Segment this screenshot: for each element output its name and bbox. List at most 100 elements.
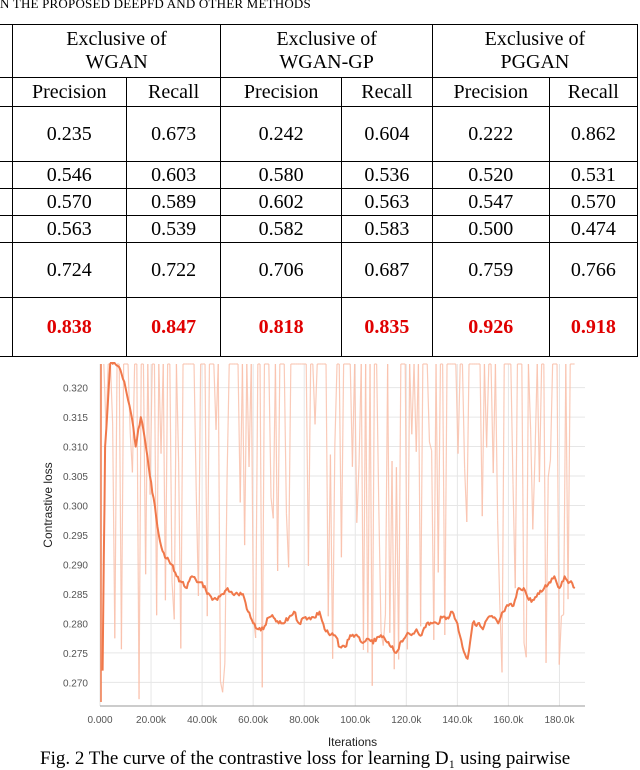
table-stub-cell: [0, 162, 12, 189]
raw-loss-trace: [101, 364, 575, 702]
raw-loss-segment: [407, 364, 409, 649]
table-stub-cell: [0, 78, 12, 107]
raw-loss-segment: [539, 364, 541, 482]
raw-loss-segment: [491, 364, 493, 473]
raw-loss-segment: [137, 364, 139, 699]
raw-loss-segment: [275, 364, 277, 571]
raw-loss-segment: [410, 364, 412, 434]
x-tick-label: 20.00k: [136, 715, 167, 726]
raw-loss-segment: [143, 364, 145, 574]
table-cell-best: 0.847: [126, 298, 221, 357]
raw-loss-segment: [306, 364, 308, 566]
raw-loss-segment: [308, 364, 310, 566]
table-cell-best: 0.818: [221, 298, 341, 357]
raw-loss-segment: [482, 364, 484, 516]
raw-loss-segment: [223, 664, 225, 693]
raw-loss-segment: [225, 481, 227, 664]
raw-loss-segment: [568, 364, 570, 599]
table-stub-cell: [0, 107, 12, 162]
raw-loss-segment: [238, 364, 240, 502]
y-tick-label: 0.295: [63, 531, 88, 542]
table-cell: 0.235: [12, 107, 126, 162]
raw-loss-segment: [557, 364, 559, 665]
raw-loss-segment: [526, 364, 528, 657]
y-tick-label: 0.305: [63, 472, 88, 483]
raw-loss-segment: [242, 364, 244, 545]
raw-loss-segment: [207, 364, 209, 616]
figure-caption: Fig. 2 The curve of the contrastive loss…: [40, 748, 570, 770]
table-cell: 0.546: [12, 162, 126, 189]
table-stub-cell: [0, 298, 12, 357]
subheader-cell: Precision: [221, 78, 341, 107]
raw-loss-segment: [227, 364, 229, 481]
subheader-cell: Recall: [549, 78, 637, 107]
raw-loss-segment: [119, 364, 121, 649]
raw-loss-segment: [262, 364, 264, 687]
raw-loss-segment: [146, 364, 148, 574]
y-tick-label: 0.285: [63, 590, 88, 601]
raw-loss-segment: [370, 364, 372, 686]
raw-loss-segment: [566, 364, 568, 599]
y-tick-label: 0.315: [63, 413, 88, 424]
raw-loss-segment: [214, 364, 216, 430]
table-cell: 0.563: [341, 189, 432, 216]
raw-loss-segment: [194, 364, 196, 492]
raw-loss-segment: [487, 364, 489, 447]
raw-loss-segment: [436, 364, 438, 573]
raw-loss-segment: [205, 364, 207, 616]
table-cell: 0.520: [432, 162, 549, 189]
table-cell: 0.582: [221, 216, 341, 243]
table-cell: 0.604: [341, 107, 432, 162]
raw-loss-segment: [390, 461, 392, 633]
table-cell: 0.547: [432, 189, 549, 216]
raw-loss-segment: [421, 364, 423, 626]
raw-loss-segment: [418, 364, 420, 626]
table-cell: 0.722: [126, 243, 221, 298]
raw-loss-segment: [330, 455, 332, 659]
raw-loss-segment: [511, 364, 513, 485]
table-cell: 0.474: [549, 216, 637, 243]
raw-loss-segment: [278, 364, 280, 571]
table-cell-best: 0.838: [12, 298, 126, 357]
raw-loss-segment: [502, 364, 504, 672]
table-cell: 0.862: [549, 107, 637, 162]
table-row-best: 0.838 0.847 0.818 0.835 0.926 0.918: [0, 298, 638, 357]
raw-loss-segment: [394, 467, 396, 669]
raw-loss-segment: [315, 364, 317, 424]
table-row: 0.235 0.673 0.242 0.604 0.222 0.862: [0, 107, 638, 162]
table-cell: 0.766: [549, 243, 637, 298]
raw-loss-segment: [372, 364, 374, 686]
raw-loss-segment: [388, 364, 390, 633]
x-tick-label: 120.0k: [391, 715, 422, 726]
table-stub-cell: [0, 25, 12, 78]
table-stub-cell: [0, 189, 12, 216]
raw-loss-segment: [121, 364, 123, 649]
x-tick-label: 140.0k: [442, 715, 473, 726]
table-cell: 0.759: [432, 243, 549, 298]
raw-loss-segment: [550, 364, 552, 460]
subheader-cell: Recall: [341, 78, 432, 107]
x-axis-label: Iterations: [328, 735, 377, 748]
table-cell: 0.242: [221, 107, 341, 162]
subheader-cell: Precision: [12, 78, 126, 107]
raw-loss-segment: [176, 364, 178, 462]
y-axis-label: Contrastive loss: [41, 462, 55, 547]
table-subheader-row: Precision Recall Precision Recall Precis…: [0, 78, 638, 107]
raw-loss-segment: [333, 446, 335, 659]
table-cell-best: 0.918: [549, 298, 637, 357]
raw-loss-segment: [414, 364, 416, 452]
table-cell: 0.706: [221, 243, 341, 298]
table-cell: 0.580: [221, 162, 341, 189]
table-cell: 0.531: [549, 162, 637, 189]
raw-loss-segment: [561, 615, 563, 616]
raw-loss-segment: [247, 364, 249, 467]
table-caption: N THE PROPOSED DEEPFD AND OTHER METHODS: [0, 0, 311, 12]
table-cell: 0.570: [549, 189, 637, 216]
raw-loss-segment: [245, 364, 247, 545]
raw-loss-segment: [104, 364, 106, 428]
table-row: 0.563 0.539 0.582 0.583 0.500 0.474: [0, 216, 638, 243]
raw-loss-segment: [341, 364, 343, 557]
table-row: 0.546 0.603 0.580 0.536 0.520 0.531: [0, 162, 638, 189]
